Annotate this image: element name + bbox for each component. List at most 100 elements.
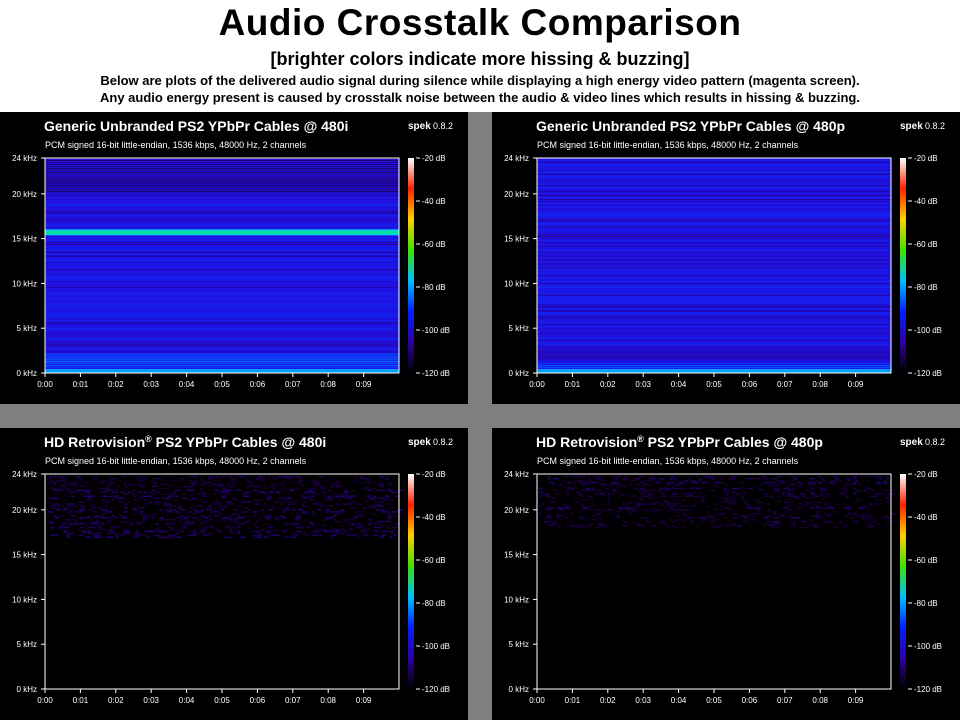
noise-speck — [660, 503, 664, 505]
noise-line — [45, 343, 399, 345]
noise-line — [45, 326, 399, 328]
noise-speck — [873, 520, 876, 523]
noise-speck — [595, 509, 601, 511]
noise-speck — [333, 513, 337, 515]
noise-speck — [312, 513, 318, 515]
noise-speck — [644, 489, 647, 492]
noise-speck — [272, 487, 276, 490]
noise-speck — [243, 536, 247, 539]
noise-speck — [136, 475, 139, 478]
noise-speck — [818, 485, 822, 488]
noise-speck — [763, 517, 769, 519]
noise-speck — [735, 517, 739, 519]
noise-line — [45, 236, 399, 238]
noise-speck — [68, 503, 73, 505]
noise-speck — [294, 522, 300, 525]
noise-speck — [299, 513, 303, 515]
noise-speck — [674, 499, 681, 501]
noise-speck — [340, 524, 343, 527]
noise-speck — [701, 501, 706, 503]
noise-speck — [660, 499, 664, 501]
spectrogram-body — [45, 474, 404, 689]
noise-speck — [180, 530, 184, 533]
noise-speck — [331, 530, 335, 533]
noise-speck — [242, 499, 245, 501]
noise-speck — [174, 489, 181, 492]
noise-speck — [721, 481, 724, 484]
chart-title: HD Retrovision® PS2 YPbPr Cables @ 480p — [536, 434, 823, 450]
noise-speck — [591, 515, 594, 517]
noise-speck — [139, 497, 144, 499]
noise-speck — [739, 481, 744, 484]
noise-speck — [870, 520, 875, 523]
noise-line — [537, 195, 891, 197]
noise-speck — [233, 483, 239, 486]
noise-speck — [836, 485, 839, 488]
noise-speck — [367, 495, 371, 497]
noise-speck — [338, 505, 341, 507]
noise-speck — [115, 489, 119, 492]
noise-speck — [47, 520, 54, 523]
noise-speck — [585, 481, 592, 484]
noise-speck — [671, 491, 677, 494]
noise-speck — [192, 505, 196, 507]
noise-line — [537, 171, 891, 173]
noise-speck — [544, 522, 547, 525]
noise-speck — [150, 515, 154, 517]
noise-line — [45, 304, 399, 306]
noise-speck — [826, 505, 832, 507]
noise-speck — [773, 511, 778, 513]
noise-speck — [210, 479, 216, 482]
noise-speck — [70, 509, 73, 511]
noise-speck — [644, 517, 649, 519]
noise-speck — [594, 513, 600, 515]
noise-speck — [787, 509, 793, 511]
noise-speck — [854, 515, 858, 517]
noise-line — [45, 255, 399, 257]
noise-speck — [154, 499, 159, 501]
noise-speck — [844, 507, 850, 509]
noise-line — [45, 201, 399, 202]
noise-speck — [84, 517, 88, 519]
noise-speck — [174, 536, 181, 539]
noise-speck — [553, 518, 560, 521]
noise-speck — [889, 520, 895, 523]
noise-speck — [106, 518, 112, 521]
noise-speck — [59, 475, 65, 478]
noise-speck — [311, 532, 318, 535]
noise-speck — [701, 497, 704, 499]
noise-speck — [556, 493, 559, 496]
noise-speck — [312, 534, 316, 537]
spek-version: 0.8.2 — [925, 437, 945, 447]
noise-speck — [378, 501, 384, 503]
noise-line — [537, 236, 891, 238]
noise-speck — [49, 487, 56, 490]
db-tick-label: -120 dB — [914, 685, 942, 694]
noise-speck — [341, 487, 346, 490]
noise-speck — [640, 503, 645, 505]
noise-speck — [154, 534, 160, 537]
noise-line — [537, 328, 891, 330]
noise-line — [45, 191, 399, 193]
noise-speck — [614, 481, 620, 484]
noise-speck — [552, 483, 557, 486]
noise-speck — [171, 499, 178, 501]
noise-speck — [847, 511, 850, 513]
noise-speck — [200, 530, 206, 533]
noise-speck — [326, 511, 332, 513]
noise-line — [45, 335, 399, 337]
noise-line — [45, 288, 399, 290]
noise-speck — [142, 505, 145, 507]
noise-speck — [276, 528, 282, 531]
noise-speck — [112, 491, 119, 494]
noise-speck — [390, 491, 396, 494]
noise-speck — [561, 485, 565, 488]
noise-speck — [380, 481, 384, 484]
noise-speck — [540, 495, 543, 497]
noise-speck — [736, 491, 742, 494]
noise-speck — [638, 475, 644, 478]
noise-speck — [264, 503, 267, 505]
noise-speck — [864, 518, 867, 521]
noise-line — [45, 300, 399, 302]
noise-speck — [375, 509, 380, 511]
